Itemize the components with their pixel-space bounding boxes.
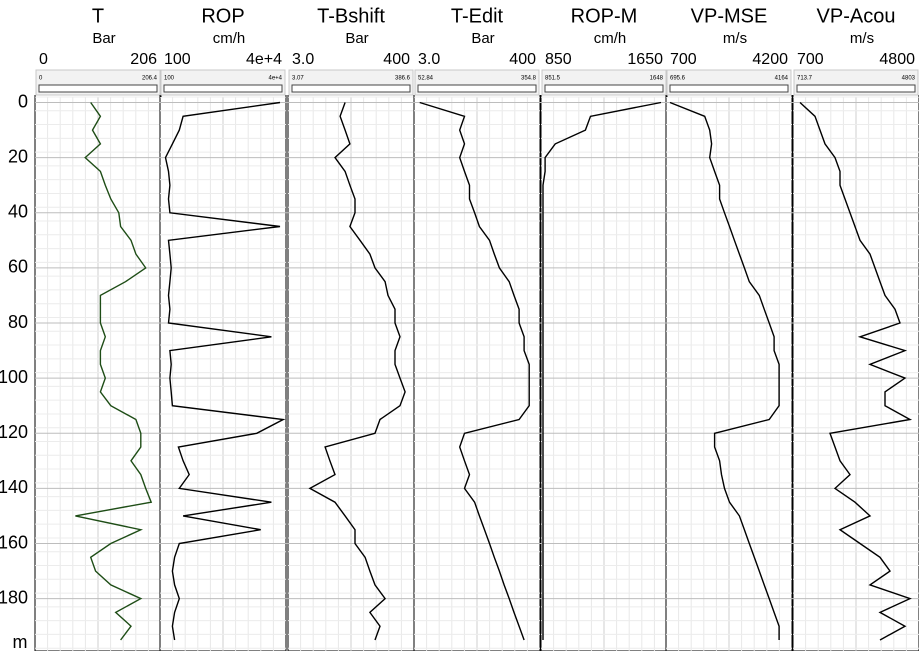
range-label: 851.5 (545, 76, 561, 82)
log-curve (542, 101, 662, 640)
scale-bar (163, 84, 283, 93)
scale-bar (38, 84, 158, 93)
range-label: 354.8 (521, 76, 537, 82)
range-label: 52.84 (418, 76, 434, 82)
x-tick-label: 4e+4 (246, 51, 282, 68)
range-label: 4803 (902, 76, 916, 82)
scale-bar (669, 84, 789, 93)
track-unit: cm/h (594, 30, 627, 47)
log-curve (75, 102, 153, 641)
range-label: 1648 (650, 76, 664, 82)
y-tick-label: 0 (18, 91, 28, 111)
y-tick-label: 120 (0, 422, 28, 442)
y-tick-label: 180 (0, 587, 28, 607)
scale-bar (544, 84, 664, 93)
x-tick-label: 4800 (879, 51, 915, 68)
y-tick-label: 40 (8, 202, 28, 222)
track-title: ROP-M (571, 5, 638, 27)
range-label: 713.7 (797, 76, 813, 82)
scale-bar (291, 84, 411, 93)
range-label: 4e+4 (268, 76, 282, 82)
track-title: VP-Acou (817, 5, 896, 27)
track-unit: Bar (92, 30, 115, 47)
x-tick-label: 700 (797, 51, 824, 68)
x-tick-label: 206 (130, 51, 157, 68)
x-tick-label: 0 (39, 51, 48, 68)
log-curve (419, 101, 530, 641)
x-tick-label: 3.0 (292, 51, 314, 68)
range-label: 4164 (775, 76, 789, 82)
track-title: T-Bshift (317, 5, 385, 27)
track-unit: Bar (471, 30, 494, 47)
range-label: 0 (39, 76, 43, 82)
y-tick-label: 60 (8, 257, 28, 277)
y-tick-label: 160 (0, 532, 28, 552)
y-tick-label: 140 (0, 477, 28, 497)
x-tick-label: 100 (164, 51, 191, 68)
range-label: 206.4 (142, 76, 158, 82)
log-curve (164, 101, 286, 641)
x-tick-label: 700 (670, 51, 697, 68)
x-tick-label: 4200 (752, 51, 788, 68)
y-tick-label: 80 (8, 312, 28, 332)
track-unit: cm/h (213, 30, 246, 47)
track-unit: m/s (723, 30, 747, 47)
x-tick-label: 400 (383, 51, 410, 68)
track-title: T (92, 5, 104, 27)
track-title: ROP (201, 5, 244, 27)
log-curve (799, 101, 913, 641)
range-label: 3.07 (292, 76, 304, 82)
range-label: 695.6 (670, 76, 686, 82)
track-unit: Bar (345, 30, 368, 47)
scale-bar (796, 84, 916, 93)
x-tick-label: 850 (545, 51, 572, 68)
log-curve (669, 101, 780, 640)
track-unit: m/s (850, 30, 874, 47)
track-title: VP-MSE (691, 5, 768, 27)
range-label: 386.6 (395, 76, 411, 82)
range-label: 100 (164, 76, 175, 82)
x-tick-label: 1650 (627, 51, 663, 68)
y-tick-label: 100 (0, 367, 28, 387)
track-title: T-Edit (451, 5, 504, 27)
y-axis-label: m (13, 632, 28, 651)
x-tick-label: 3.0 (418, 51, 440, 68)
y-tick-label: 20 (8, 146, 28, 166)
log-curve (308, 102, 406, 641)
scale-bar (417, 84, 537, 93)
x-tick-label: 400 (509, 51, 536, 68)
